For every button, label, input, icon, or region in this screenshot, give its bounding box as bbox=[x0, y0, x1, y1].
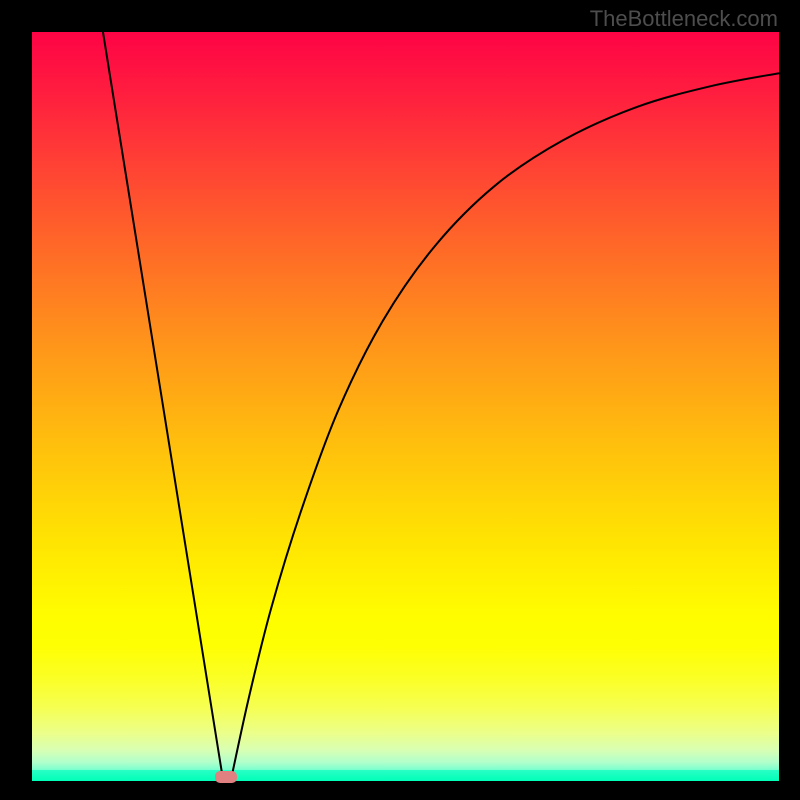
attribution-text: TheBottleneck.com bbox=[590, 6, 778, 32]
chart-stage: TheBottleneck.com bbox=[0, 0, 800, 800]
plot-area bbox=[32, 32, 779, 781]
bottleneck-curve bbox=[32, 32, 779, 781]
curve-right-segment bbox=[231, 73, 779, 781]
trough-marker bbox=[215, 771, 237, 783]
curve-left-segment bbox=[103, 32, 223, 781]
